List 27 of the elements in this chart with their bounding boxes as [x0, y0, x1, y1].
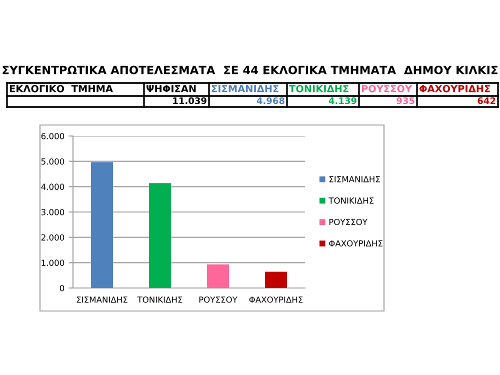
- text: 11.039: [173, 97, 206, 104]
- text: ΨΗΦΙΣΑΝ: [146, 85, 196, 92]
- x-tick-label: ΣΙΣΜΑΝΙΔΗΣ: [76, 296, 128, 303]
- y-tick-label: 0: [60, 284, 64, 292]
- legend-label: ΤΟΝΙΚΙΔΗΣ: [328, 197, 374, 204]
- text: 642: [478, 97, 496, 104]
- y-tick-label: 1.000: [42, 260, 64, 266]
- legend-label: ΣΙΣΜΑΝΙΔΗΣ: [329, 176, 380, 182]
- y-tick-label: 6.000: [41, 132, 64, 140]
- y-tick-label: 3.000: [41, 208, 64, 216]
- y-tick-label: 4.000: [41, 184, 64, 190]
- text: ΕΚΛΟΓΙΚΟ ΤΜΗΜΑ: [10, 84, 113, 92]
- category-label: ΦΑΧΟΥΡΙΔΗΣ: [419, 84, 490, 92]
- category-label: ΡΟΥΣΣΟΥ: [362, 84, 412, 92]
- x-tick-label: ΤΟΝΙΚΙΔΗΣ: [137, 296, 182, 303]
- text: 4.139: [328, 97, 356, 104]
- legend-label: ΡΟΥΣΣΟΥ: [329, 218, 368, 226]
- legend-label: ΦΑΧΟΥΡΙΔΗΣ: [329, 240, 382, 247]
- category-label: ΣΙΣΜΑΝΙΔΗΣ: [212, 85, 278, 92]
- y-tick-label: 5.000: [41, 158, 64, 165]
- y-tick-label: 2.000: [41, 234, 64, 241]
- x-tick-label: ΡΟΥΣΣΟΥ: [199, 296, 238, 303]
- x-tick-label: ΦΑΧΟΥΡΙΔΗΣ: [249, 296, 303, 303]
- category-label: ΤΟΝΙΚΙΔΗΣ: [289, 84, 348, 92]
- chart-title: ΣΥΓΚΕΝΤΡΩΤΙΚΑ ΑΠΟΤΕΛΕΣΜΑΤΑ ΣΕ 44 ΕΚΛΟΓΙΚΑ ΤΜΗΜΑΤΑ ΔΗΜΟΥ ΚΙΛΚΙΣ: [2, 66, 498, 74]
- text: 935: [396, 97, 414, 104]
- text: 4.968: [256, 97, 284, 104]
